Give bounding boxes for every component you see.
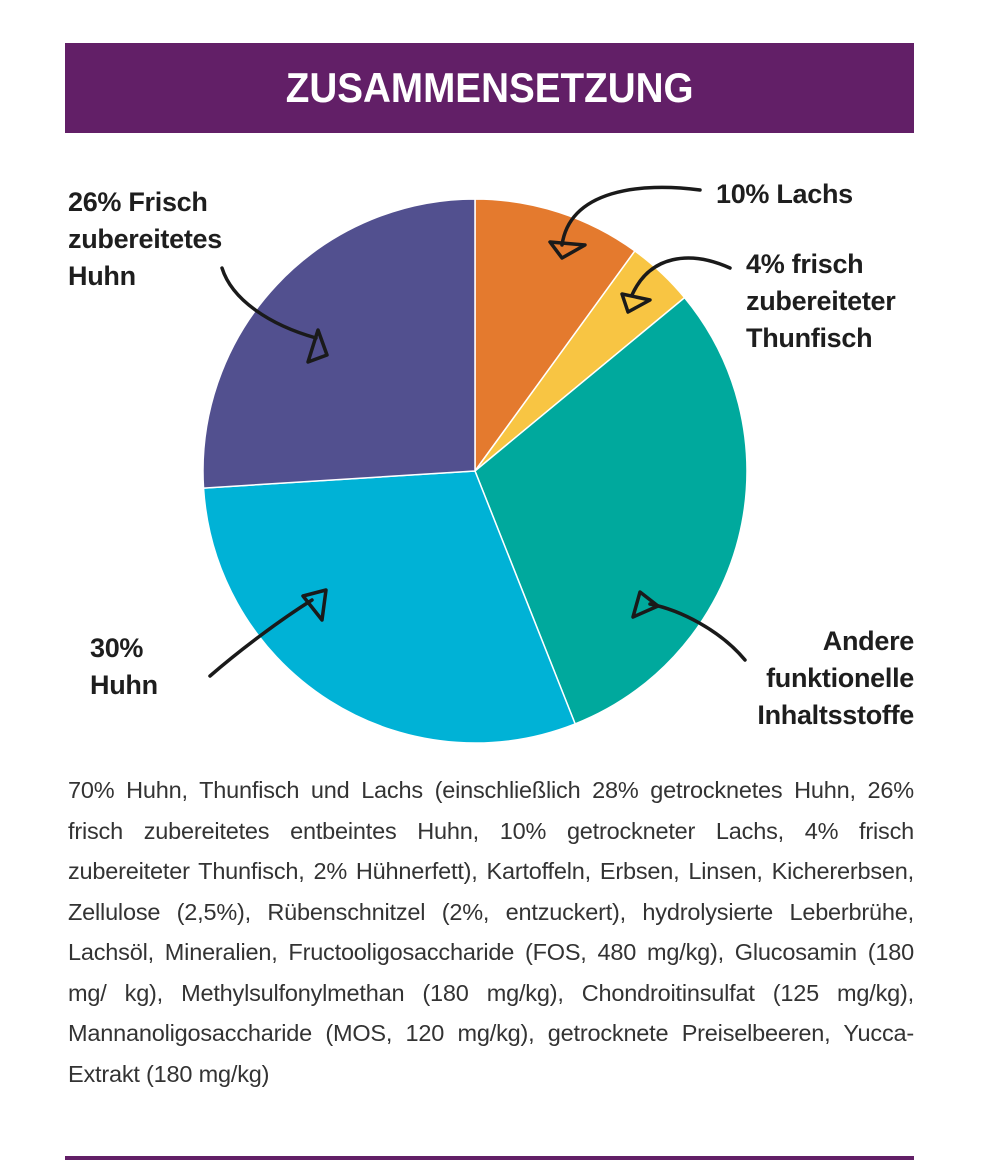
arrow-thunfisch [630, 256, 732, 297]
label-line: 30% [90, 633, 144, 663]
label-huhn: 30% Huhn [90, 630, 158, 704]
arrowhead-thunfisch [620, 292, 652, 314]
arrowhead-lachs [548, 240, 587, 260]
arrowhead-andere [631, 590, 660, 619]
pie-slice-0 [474, 198, 636, 474]
label-line: zubereiteter [746, 286, 896, 316]
label-andere: Andere funktionelle Inhaltsstoffe [757, 623, 914, 734]
label-line: Huhn [68, 261, 136, 291]
label-line: 10% Lachs [716, 179, 853, 209]
label-line: Thunfisch [746, 323, 873, 353]
label-line: 26% Frisch [68, 187, 208, 217]
pie-slice-3 [202, 470, 577, 744]
pie-chart [202, 185, 748, 744]
arrow-huhn [208, 598, 314, 678]
label-line: Huhn [90, 670, 158, 700]
label-line: zubereitetes [68, 224, 222, 254]
label-line: 4% frisch [746, 249, 864, 279]
label-line: Andere [822, 626, 915, 656]
arrowhead-frisch-huhn [306, 328, 329, 364]
label-thunfisch: 4% frisch zubereiteter Thunfisch [746, 246, 896, 357]
label-line: Inhaltsstoffe [757, 700, 914, 730]
pie-slice-2 [474, 296, 748, 725]
arrowhead-huhn [301, 588, 328, 622]
pie-slice-4 [202, 198, 476, 489]
arrow-andere [648, 602, 747, 662]
label-lachs: 10% Lachs [716, 176, 853, 213]
label-line: funktionelle [766, 663, 914, 693]
bottom-divider [65, 1156, 914, 1160]
arrow-frisch-huhn [220, 266, 318, 340]
arrow-lachs [560, 185, 702, 247]
header-banner: ZUSAMMENSETZUNG [65, 43, 914, 133]
ingredients-text: 70% Huhn, Thunfisch und Lachs (einschlie… [68, 777, 914, 1087]
label-frisch-huhn: 26% Frisch zubereitetes Huhn [68, 184, 222, 295]
page-title: ZUSAMMENSETZUNG [285, 64, 694, 111]
